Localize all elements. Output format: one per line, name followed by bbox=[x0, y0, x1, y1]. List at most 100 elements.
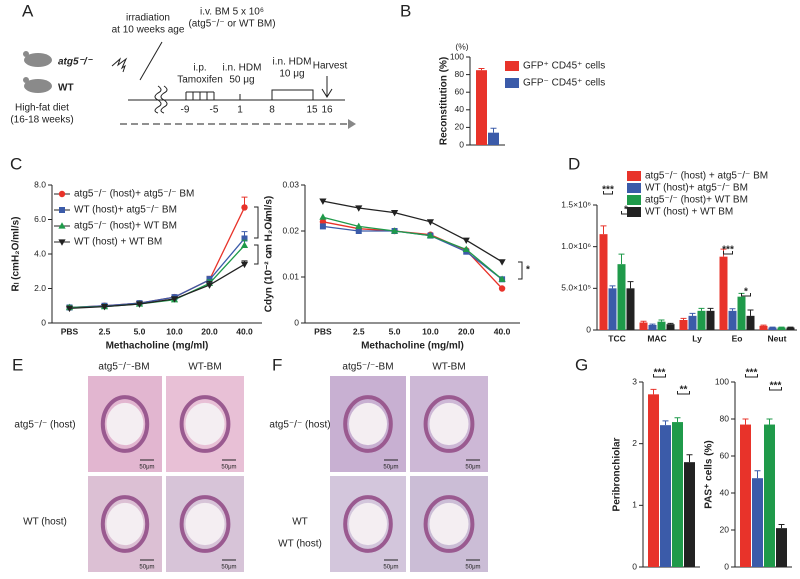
bar bbox=[777, 327, 786, 330]
legend-label: atg5⁻/⁻ (host) + atg5⁻/⁻ BM bbox=[645, 171, 768, 182]
hdm-label: 50 μg bbox=[229, 75, 254, 86]
error-bar bbox=[674, 417, 681, 423]
error-bar bbox=[618, 253, 625, 265]
y-tick-label: 60 bbox=[720, 450, 730, 460]
point bbox=[390, 210, 399, 217]
legend-swatch bbox=[505, 78, 519, 88]
x-tick-label: PBS bbox=[61, 326, 79, 336]
scale-bar-label: 50μm bbox=[139, 565, 154, 571]
bar bbox=[672, 422, 683, 567]
y-tick-label: 2 bbox=[632, 438, 637, 448]
legend-marker bbox=[58, 222, 66, 229]
significance-label: * bbox=[526, 265, 530, 276]
error-bar bbox=[680, 317, 687, 320]
x-tick-label: 10.0 bbox=[422, 326, 439, 336]
y-tick-label: 1.5×10⁶ bbox=[561, 199, 591, 209]
significance-bracket bbox=[745, 374, 758, 378]
point bbox=[135, 301, 144, 308]
mouse-label: WT bbox=[58, 83, 74, 94]
airway-lumen bbox=[429, 502, 469, 546]
airway-lumen bbox=[106, 502, 144, 546]
x-tick-label: 2.5 bbox=[99, 326, 111, 336]
scale-bar-label: 50μm bbox=[221, 565, 236, 571]
row-label: WT (host) bbox=[23, 517, 67, 528]
legend-marker bbox=[58, 190, 66, 198]
error-bar bbox=[478, 67, 485, 71]
legend-swatch bbox=[627, 207, 641, 217]
error-bar bbox=[649, 323, 656, 325]
bar bbox=[786, 327, 795, 330]
arrow bbox=[139, 41, 163, 81]
hdm-label: 10 μg bbox=[279, 69, 304, 80]
legend-label: WT (host)+ atg5⁻/⁻ BM bbox=[645, 183, 748, 194]
legend-swatch bbox=[627, 171, 641, 181]
point bbox=[241, 204, 248, 211]
bar bbox=[666, 324, 675, 330]
iv-label: (atg5⁻/⁻ or WT BM) bbox=[188, 19, 275, 30]
significance-label: *** bbox=[722, 245, 734, 256]
point bbox=[319, 198, 327, 205]
x-tick-label: PBS bbox=[314, 326, 332, 336]
legend-label: atg5⁻/⁻ (host)+ WT BM bbox=[74, 221, 177, 232]
x-axis-label: Methacholine (mg/ml) bbox=[361, 341, 464, 352]
error-bar bbox=[490, 127, 497, 133]
y-axis-label: Cdyn (10⁻² cm H₂O/ml/s) bbox=[264, 196, 275, 312]
airway-wall bbox=[100, 495, 150, 553]
iv-label: i.v. BM 5 x 10⁶ bbox=[200, 7, 264, 18]
legend-label: GFP⁺ CD45⁺ cells bbox=[523, 61, 605, 72]
scale-bar-label: 50μm bbox=[139, 465, 154, 471]
error-bar bbox=[667, 322, 674, 325]
y-tick-label: 8.0 bbox=[34, 179, 46, 189]
airway-lumen bbox=[349, 502, 387, 546]
error-bar bbox=[698, 307, 705, 311]
error-bar bbox=[662, 420, 669, 426]
panel-label: A bbox=[22, 1, 34, 20]
point bbox=[240, 261, 249, 269]
harvest-label: Harvest bbox=[313, 61, 348, 72]
y-tick-label: 100 bbox=[450, 51, 464, 61]
scale-bar-label: 50μm bbox=[465, 565, 480, 571]
scale-bar-label: 50μm bbox=[383, 465, 398, 471]
bar bbox=[626, 288, 635, 330]
point bbox=[390, 227, 399, 234]
x-tick-label: 10.0 bbox=[166, 326, 183, 336]
y-tick-label: 3 bbox=[632, 376, 637, 386]
bar bbox=[719, 256, 728, 330]
arrow-head bbox=[321, 88, 333, 98]
airway-lumen bbox=[429, 402, 469, 446]
y-tick-label: 60 bbox=[455, 86, 465, 96]
significance-label: *** bbox=[602, 185, 614, 196]
airway-wall bbox=[179, 495, 231, 553]
legend-swatch bbox=[505, 61, 519, 71]
legend-swatch bbox=[627, 183, 641, 193]
day-label: -5 bbox=[210, 105, 219, 116]
panel-label: D bbox=[568, 154, 580, 173]
y-tick-label: 0 bbox=[632, 561, 637, 571]
legend-label: atg5⁻/⁻ (host)+ WT BM bbox=[645, 195, 748, 206]
point bbox=[319, 213, 327, 220]
x-tick-label: 20.0 bbox=[458, 326, 475, 336]
bar bbox=[608, 288, 617, 330]
airway-lumen bbox=[185, 402, 225, 446]
error-bar bbox=[778, 523, 785, 529]
bar bbox=[697, 310, 706, 330]
day-label: 15 bbox=[306, 105, 318, 116]
x-tick-label: Neut bbox=[768, 333, 787, 343]
airway-wall bbox=[423, 495, 475, 553]
y-tick-label: 0.02 bbox=[282, 225, 299, 235]
day-label: 1 bbox=[237, 105, 243, 116]
panel-label: B bbox=[400, 1, 411, 20]
error-bar bbox=[707, 307, 714, 311]
significance-bracket bbox=[723, 251, 733, 255]
y-tick-label: 0 bbox=[724, 561, 729, 571]
significance-bracket bbox=[518, 261, 523, 280]
legend-label: WT (host) + WT BM bbox=[645, 207, 733, 218]
legend-label: WT (host) + WT BM bbox=[74, 237, 162, 248]
line bbox=[69, 263, 245, 309]
airway-wall bbox=[343, 395, 393, 453]
significance-bracket bbox=[254, 244, 259, 265]
x-tick-label: Eo bbox=[732, 333, 743, 343]
irradiation-label: at 10 weeks age bbox=[112, 25, 185, 36]
x-tick-label: 40.0 bbox=[494, 326, 511, 336]
bar bbox=[488, 132, 499, 145]
